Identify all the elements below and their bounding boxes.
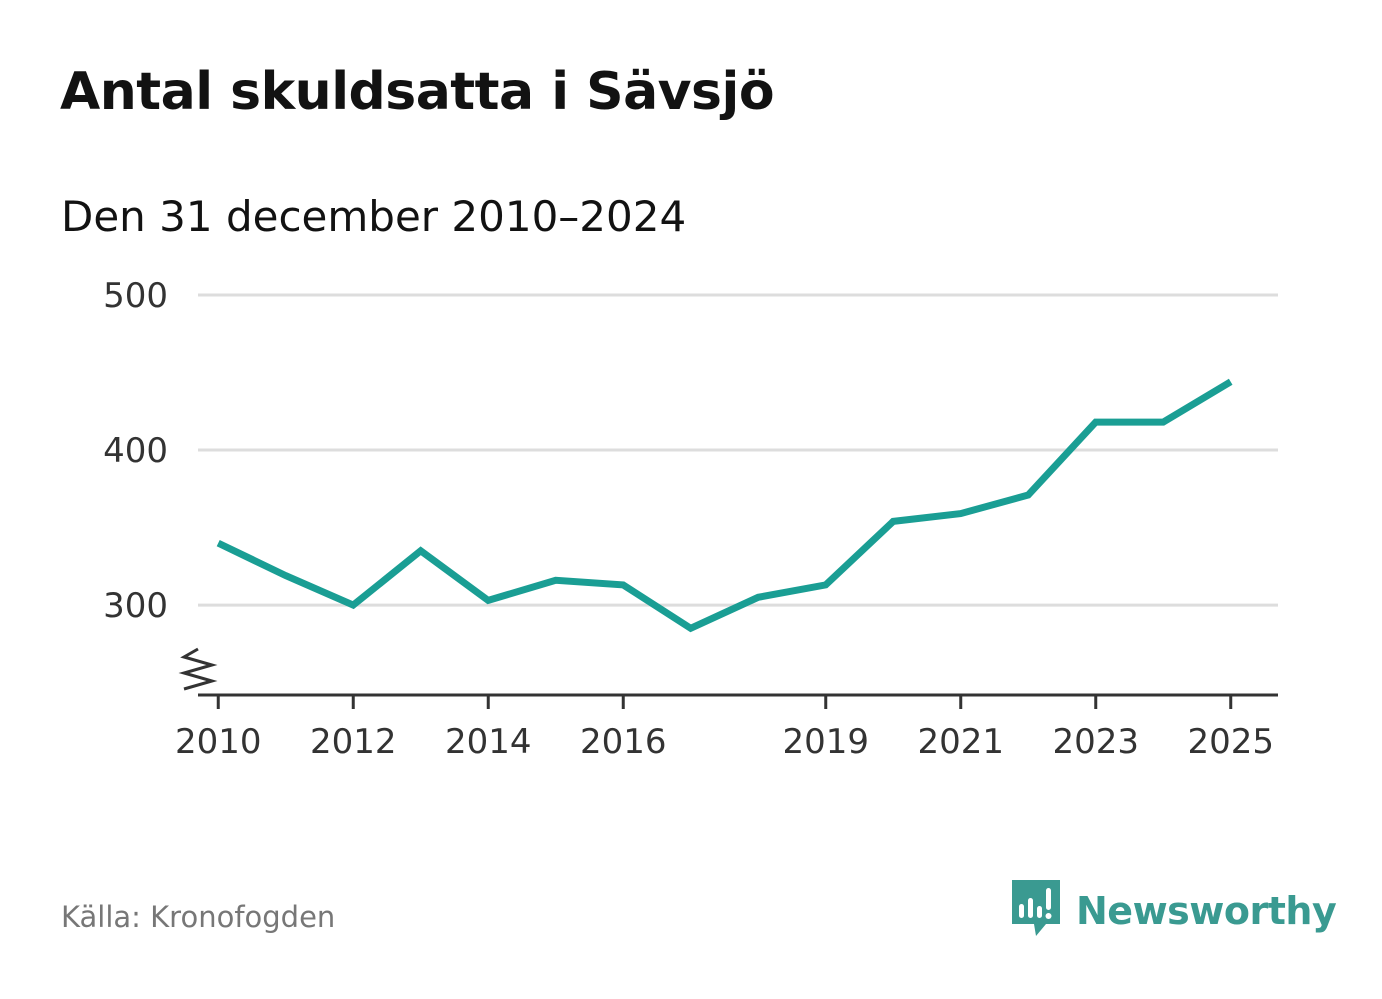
x-tick-label: 2021 bbox=[917, 722, 1004, 762]
y-axis-labels: 300 400 500 bbox=[103, 276, 168, 626]
x-axis bbox=[178, 647, 1278, 709]
brand-name: Newsworthy bbox=[1076, 889, 1337, 933]
y-tick-label: 400 bbox=[103, 431, 168, 471]
brand-logo: Newsworthy bbox=[1010, 878, 1337, 944]
x-tick-label: 2025 bbox=[1187, 722, 1274, 762]
x-tick-label: 2014 bbox=[445, 722, 532, 762]
y-tick-label: 500 bbox=[103, 276, 168, 316]
x-axis-labels: 2010 2012 2014 2016 2019 2021 2023 2025 bbox=[175, 722, 1274, 762]
y-tick-label: 300 bbox=[103, 586, 168, 626]
chart-subtitle: Den 31 december 2010–2024 bbox=[61, 192, 687, 241]
series-layer bbox=[216, 378, 1233, 633]
source-note: Källa: Kronofogden bbox=[61, 900, 336, 934]
x-tick-label: 2012 bbox=[310, 722, 397, 762]
newsworthy-chart-bubble-icon bbox=[1010, 878, 1062, 944]
axis-break-icon bbox=[178, 647, 218, 691]
x-tick-label: 2016 bbox=[580, 722, 667, 762]
chart-title: Antal skuldsatta i Sävsjö bbox=[60, 62, 775, 122]
series-line-0 bbox=[216, 378, 1233, 633]
x-tick-label: 2019 bbox=[782, 722, 869, 762]
x-tick-label: 2023 bbox=[1052, 722, 1139, 762]
x-tick-label: 2010 bbox=[175, 722, 262, 762]
gridlines bbox=[198, 293, 1278, 607]
